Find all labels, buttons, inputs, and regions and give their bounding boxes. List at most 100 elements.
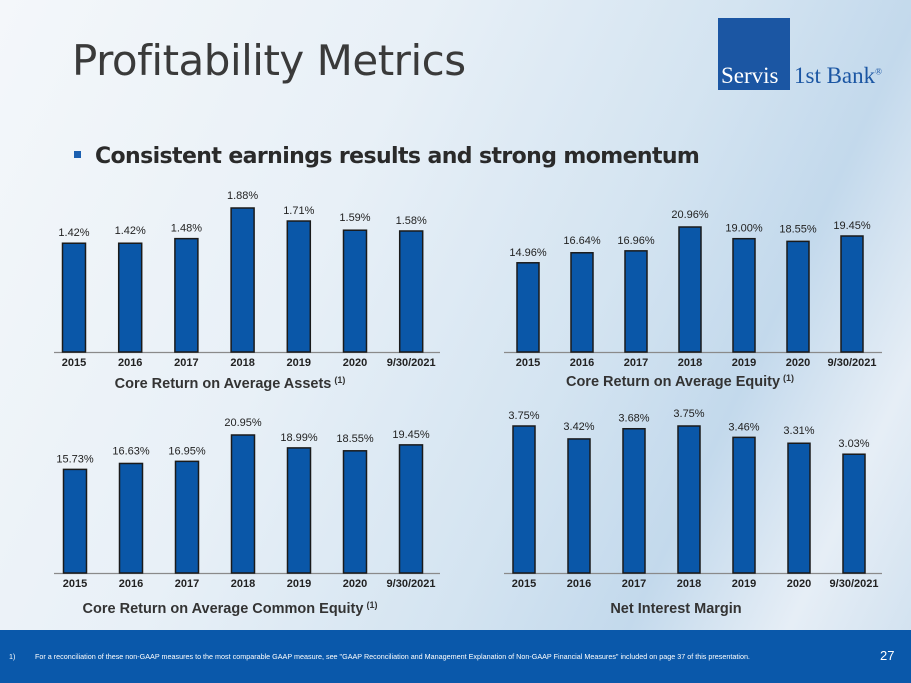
- category-tick-label: 2016: [567, 578, 591, 590]
- data-label: 1.42%: [58, 227, 89, 239]
- bar: [624, 250, 648, 353]
- bullet-point: Consistent earnings results and strong m…: [74, 144, 700, 169]
- chart-title-text: Net Interest Margin: [610, 601, 741, 617]
- data-label: 1.58%: [396, 215, 427, 227]
- category-tick-label: 2016: [118, 357, 142, 369]
- bar: [570, 252, 594, 353]
- logo-registered-mark: ®: [875, 66, 882, 77]
- category-tick-label: 2019: [732, 357, 756, 369]
- category-tick-label: 2015: [516, 357, 540, 369]
- bar: [230, 434, 256, 574]
- bar: [567, 438, 591, 574]
- chart-title-text: Core Return on Average Assets: [115, 376, 332, 392]
- footnote: 1) For a reconciliation of these non-GAAP…: [9, 652, 750, 661]
- bar: [398, 444, 424, 574]
- chart-title: Core Return on Average Equity (1): [566, 373, 794, 390]
- footer-bar: 1) For a reconciliation of these non-GAAP…: [0, 630, 911, 683]
- chart-title-text: Core Return on Average Common Equity: [83, 601, 364, 617]
- data-label: 3.46%: [728, 421, 759, 433]
- category-tick-label: 2017: [622, 578, 646, 590]
- chart-title: Core Return on Average Assets (1): [115, 375, 346, 392]
- bar: [787, 442, 811, 574]
- bar: [398, 230, 424, 353]
- chart-core-roace: 15.73% 2015 16.63% 2016 16.95% 2017 20.95% 2018…: [54, 417, 440, 617]
- data-label: 3.31%: [783, 425, 814, 437]
- bar: [622, 427, 646, 574]
- data-label: 19.00%: [725, 223, 763, 235]
- category-tick-label: 9/30/2021: [387, 578, 436, 590]
- bar: [62, 468, 88, 574]
- category-tick-label: 2017: [174, 357, 198, 369]
- data-label: 20.95%: [224, 417, 262, 429]
- bar: [678, 226, 702, 353]
- category-tick-label: 2019: [287, 357, 311, 369]
- category-tick-label: 2020: [343, 357, 367, 369]
- bar: [118, 462, 144, 574]
- data-label: 18.99%: [280, 432, 318, 444]
- category-tick-label: 9/30/2021: [830, 578, 879, 590]
- bar: [174, 460, 200, 574]
- data-label: 1.88%: [227, 190, 258, 202]
- data-label: 16.95%: [168, 445, 206, 457]
- category-tick-label: 9/30/2021: [387, 357, 436, 369]
- category-tick-label: 2015: [62, 357, 86, 369]
- chart-title: Net Interest Margin: [610, 601, 741, 617]
- data-label: 3.03%: [838, 438, 869, 450]
- data-label: 16.64%: [563, 235, 601, 247]
- category-tick-label: 2018: [230, 357, 254, 369]
- bullet-text: Consistent earnings results and strong m…: [95, 144, 700, 169]
- chart-net-interest-margin: 3.75% 2015 3.42% 2016 3.68% 2017 3.75% 2018 3.46…: [504, 408, 882, 617]
- bar: [61, 242, 87, 353]
- data-label: 3.75%: [673, 408, 704, 420]
- bar: [286, 447, 312, 574]
- category-tick-label: 2015: [63, 578, 87, 590]
- square-bullet-icon: [74, 150, 81, 158]
- category-tick-label: 2017: [175, 578, 199, 590]
- bar: [840, 235, 864, 353]
- page-title: Profitability Metrics: [72, 36, 466, 85]
- chart-core-roae: 14.96% 2015 16.64% 2016 16.96% 2017 20.96% 2018…: [504, 209, 882, 390]
- servisfirst-logo: Servis 1st Bank®: [718, 18, 890, 90]
- data-label: 1.71%: [283, 205, 314, 217]
- bar: [732, 436, 756, 574]
- category-tick-label: 2020: [786, 357, 810, 369]
- bar: [786, 240, 810, 353]
- chart-title-footnote-ref: (1): [366, 600, 377, 610]
- category-tick-label: 2020: [787, 578, 811, 590]
- logo-right-text: 1st Bank®: [794, 63, 882, 89]
- data-label: 19.45%: [392, 429, 430, 441]
- data-label: 3.75%: [508, 410, 539, 422]
- bar: [516, 262, 540, 353]
- data-label: 16.63%: [112, 445, 150, 457]
- category-tick-label: 2019: [287, 578, 311, 590]
- chart-title: Core Return on Average Common Equity (1): [83, 600, 378, 617]
- bar: [842, 453, 866, 574]
- data-label: 18.55%: [336, 433, 374, 445]
- category-tick-label: 2017: [624, 357, 648, 369]
- data-label: 1.48%: [171, 223, 202, 235]
- logo-left-text: Servis: [721, 63, 779, 88]
- data-label: 14.96%: [509, 247, 547, 259]
- bar: [174, 237, 199, 353]
- chart-core-roaa: 1.42% 2015 1.42% 2016 1.48% 2017 1.88% 2018 1.71…: [54, 190, 440, 392]
- chart-title-text: Core Return on Average Equity: [566, 374, 780, 390]
- bar: [342, 450, 368, 574]
- chart-title-footnote-ref: (1): [783, 373, 794, 383]
- data-label: 16.96%: [617, 235, 655, 247]
- logo-bank-text: 1st Bank: [794, 63, 876, 88]
- bar: [117, 242, 143, 353]
- category-tick-label: 2019: [732, 578, 756, 590]
- category-tick-label: 2020: [343, 578, 367, 590]
- data-label: 19.45%: [833, 220, 871, 232]
- page-number: 27: [880, 648, 895, 663]
- bar: [230, 207, 255, 353]
- footnote-number: 1): [9, 652, 16, 661]
- category-tick-label: 2018: [677, 578, 701, 590]
- bar: [512, 425, 536, 574]
- category-tick-label: 9/30/2021: [828, 357, 877, 369]
- category-tick-label: 2016: [119, 578, 143, 590]
- category-tick-label: 2018: [678, 357, 702, 369]
- category-tick-label: 2015: [512, 578, 536, 590]
- bar: [342, 229, 368, 353]
- bar: [732, 237, 756, 353]
